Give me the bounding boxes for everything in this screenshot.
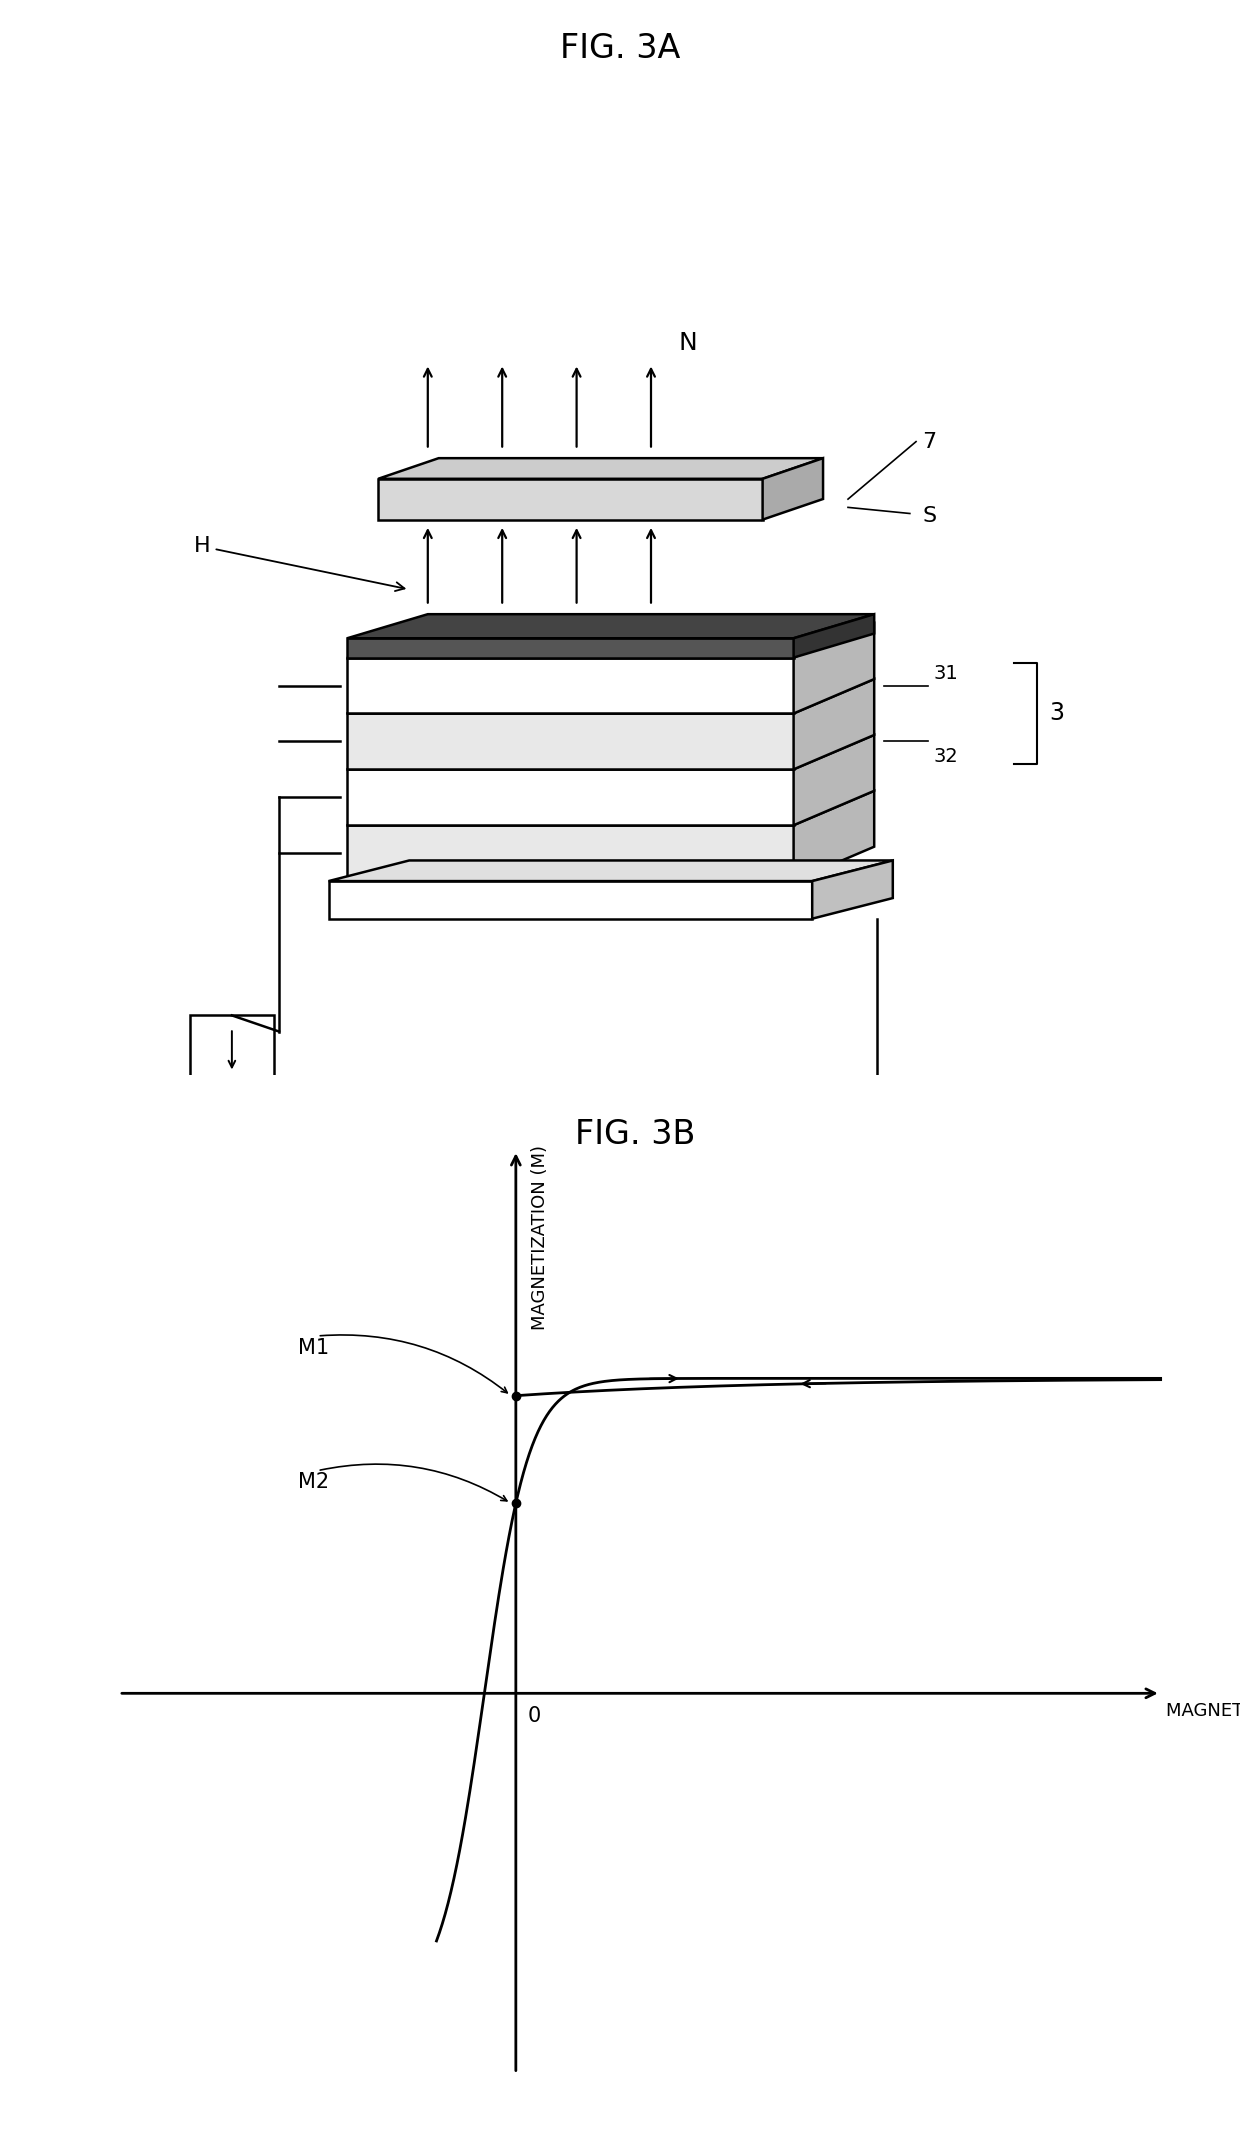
Text: H: H	[195, 537, 404, 591]
Text: MAGNETIC FIELD (H): MAGNETIC FIELD (H)	[1166, 1702, 1240, 1719]
Polygon shape	[347, 825, 794, 881]
Polygon shape	[347, 713, 794, 769]
Polygon shape	[329, 881, 812, 920]
Text: S: S	[923, 505, 936, 527]
Polygon shape	[347, 791, 874, 825]
Text: 0: 0	[528, 1706, 541, 1726]
Text: FIG. 3B: FIG. 3B	[574, 1117, 696, 1150]
Bar	[190, 1014, 274, 1085]
Polygon shape	[763, 458, 823, 520]
Polygon shape	[347, 735, 874, 769]
Polygon shape	[347, 615, 874, 638]
Polygon shape	[329, 860, 893, 881]
Text: 7: 7	[923, 432, 936, 451]
Polygon shape	[347, 658, 794, 713]
Polygon shape	[378, 479, 763, 520]
Polygon shape	[794, 679, 874, 769]
Polygon shape	[812, 860, 893, 920]
Polygon shape	[347, 769, 794, 825]
Polygon shape	[347, 679, 874, 713]
Text: 3: 3	[1049, 701, 1064, 726]
Text: M2: M2	[298, 1472, 329, 1491]
Polygon shape	[347, 638, 794, 658]
Text: 31: 31	[934, 664, 959, 683]
Polygon shape	[794, 735, 874, 825]
Polygon shape	[794, 615, 874, 658]
Text: N: N	[680, 331, 698, 355]
Polygon shape	[794, 623, 874, 713]
Text: MAGNETIZATION (M): MAGNETIZATION (M)	[531, 1145, 549, 1330]
Polygon shape	[378, 458, 823, 479]
Polygon shape	[794, 791, 874, 881]
Text: M1: M1	[298, 1337, 329, 1358]
Polygon shape	[347, 623, 874, 658]
Text: FIG. 3A: FIG. 3A	[559, 32, 681, 64]
Text: 32: 32	[934, 748, 959, 765]
